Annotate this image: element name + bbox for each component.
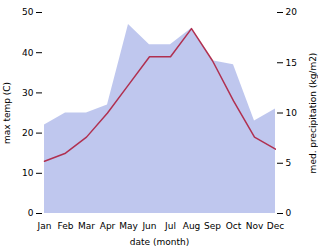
svg-text:5: 5	[286, 158, 292, 168]
svg-text:0: 0	[286, 208, 292, 218]
svg-text:May: May	[119, 221, 138, 231]
svg-text:20: 20	[22, 128, 34, 138]
svg-text:0: 0	[28, 208, 34, 218]
svg-text:max temp (C): max temp (C)	[2, 82, 12, 144]
svg-text:20: 20	[286, 7, 298, 17]
svg-text:Jul: Jul	[164, 221, 176, 231]
svg-text:med. precipitation (kg/m2): med. precipitation (kg/m2)	[308, 53, 318, 174]
svg-text:40: 40	[22, 48, 34, 58]
svg-text:Aug: Aug	[183, 221, 201, 231]
svg-text:Jan: Jan	[37, 221, 52, 231]
svg-text:10: 10	[286, 108, 298, 118]
svg-text:Nov: Nov	[246, 221, 264, 231]
svg-text:Oct: Oct	[226, 221, 242, 231]
svg-text:50: 50	[22, 7, 34, 17]
svg-text:10: 10	[22, 168, 34, 178]
svg-text:Apr: Apr	[100, 221, 116, 231]
svg-text:Sep: Sep	[204, 221, 221, 231]
svg-text:Jun: Jun	[141, 221, 156, 231]
svg-text:Feb: Feb	[58, 221, 74, 231]
svg-text:Dec: Dec	[267, 221, 284, 231]
svg-text:30: 30	[22, 88, 34, 98]
svg-text:Mar: Mar	[78, 221, 95, 231]
svg-text:15: 15	[286, 58, 297, 68]
svg-text:date (month): date (month)	[130, 237, 189, 247]
